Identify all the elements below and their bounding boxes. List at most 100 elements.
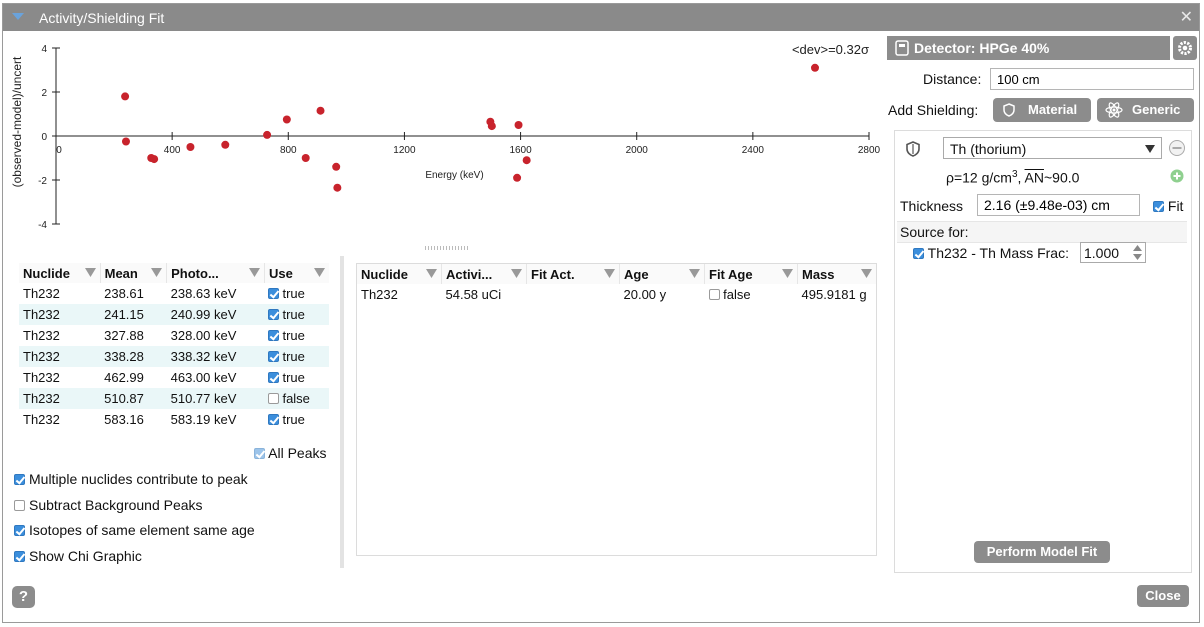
atom-icon [1105,102,1123,118]
use-checkbox[interactable] [268,414,280,425]
mean-cell: 462.99 [104,370,144,385]
fit-age-checkbox[interactable] [708,289,720,300]
close-button[interactable]: Close [1137,585,1189,607]
sort-icon [604,269,615,278]
nuclide-table: Nuclide Activi... Fit Act. Age [357,264,876,305]
sort-icon [426,269,437,278]
fit-activity-cell[interactable] [527,284,620,305]
column-header-nuclide[interactable]: Nuclide [357,264,442,284]
column-header-use[interactable]: Use [264,263,329,283]
window-close-icon[interactable]: ✕ [1179,9,1193,26]
chart-splitter-grip[interactable] [425,246,469,250]
option-label: Show Chi Graphic [29,548,142,564]
option-3[interactable]: Isotopes of same element same age [14,522,255,538]
use-cell[interactable]: true [264,283,329,304]
data-point [810,63,819,72]
x-tick-label: 2800 [858,145,881,156]
mean-cell: 583.16 [104,412,144,427]
option-checkbox[interactable] [14,474,25,485]
table-row[interactable]: Th232 583.16 583.19 keV true [19,409,329,430]
column-header-nuclide[interactable]: Nuclide [19,263,101,283]
option-1[interactable]: Multiple nuclides contribute to peak [14,471,248,487]
window-menu-icon[interactable] [11,10,25,24]
age-cell[interactable]: 20.00 y [623,287,667,302]
use-checkbox[interactable] [268,288,280,299]
use-cell[interactable]: true [264,325,329,346]
source-checkbox[interactable] [913,248,924,259]
option-checkbox[interactable] [14,551,25,562]
data-point [333,183,342,192]
y-axis-label: (observed-model)/uncert [10,56,24,187]
photopeak-cell: 238.63 keV [170,286,237,301]
option-label: Isotopes of same element same age [29,522,255,538]
perform-model-fit-button[interactable]: Perform Model Fit [974,541,1110,563]
sort-icon [782,269,793,278]
source-row[interactable]: Th232 - Th Mass Frac: [913,245,1069,261]
use-checkbox[interactable] [268,309,280,320]
all-peaks-label: All Peaks [268,445,327,461]
add-material-shielding-button[interactable]: Material [993,98,1091,122]
use-label: true [282,286,305,301]
column-header-mean[interactable]: Mean [100,263,168,283]
column-header-photopeak[interactable]: Photo... [166,263,265,283]
use-cell[interactable]: false [264,388,329,409]
use-checkbox[interactable] [268,351,280,362]
use-label: true [282,328,305,343]
material-select[interactable]: Th (thorium) [943,137,1162,159]
use-checkbox[interactable] [268,393,280,404]
chart-axes: -4 -2 0 2 4 0 400 800 1200 1600 2000 2400 2800 Energy… [10,42,881,231]
spinner-arrows-icon[interactable] [1133,245,1142,260]
option-checkbox[interactable] [14,500,25,511]
data-point [316,106,325,115]
data-point [513,173,522,182]
x-tick-label: 2000 [626,145,649,156]
option-4[interactable]: Show Chi Graphic [14,548,142,564]
nuclide-cell: Th232 [19,388,101,409]
thickness-input[interactable] [977,194,1140,216]
column-header-activity[interactable]: Activi... [441,264,527,284]
table-row[interactable]: Th232 241.15 240.99 keV true [19,304,329,325]
nuclide-cell: Th232 [361,287,398,302]
help-button[interactable]: ? [12,586,35,608]
activity-cell[interactable]: 54.58 uCi [445,287,502,302]
window-title: Activity/Shielding Fit [39,10,165,26]
remove-shielding-icon[interactable] [1168,139,1186,157]
title-bar[interactable]: Activity/Shielding Fit ✕ [3,4,1199,31]
table-row[interactable]: Th232 510.87 510.77 keV false [19,388,329,409]
mass-fraction-spinner[interactable]: 1.000 [1080,242,1146,263]
use-checkbox[interactable] [268,372,280,383]
table-row[interactable]: Th232 462.99 463.00 keV true [19,367,329,388]
column-header-fit-age[interactable]: Fit Age [704,264,798,284]
photopeak-cell: 338.32 keV [166,346,265,367]
add-generic-shielding-button[interactable]: Generic [1097,98,1194,122]
use-checkbox[interactable] [268,330,280,341]
use-cell[interactable]: true [264,304,329,325]
panel-divider[interactable] [340,256,344,568]
all-peaks-checkbox[interactable] [254,448,265,459]
all-peaks-toggle[interactable]: All Peaks [254,445,326,461]
use-cell[interactable]: true [264,409,329,430]
table-row[interactable]: Th232 54.58 uCi 20.00 y false 495.9181 g [357,284,876,305]
table-row[interactable]: Th232 238.61 238.63 keV true [19,283,329,304]
column-header-age[interactable]: Age [619,264,705,284]
use-label: true [282,349,305,364]
column-header-fit-activity[interactable]: Fit Act. [526,264,620,284]
use-cell[interactable]: true [264,367,329,388]
data-point [301,154,310,162]
distance-input[interactable] [990,68,1194,90]
table-row[interactable]: Th232 327.88 328.00 keV true [19,325,329,346]
column-header-mass[interactable]: Mass [798,264,877,284]
x-tick-label: 0 [56,145,62,156]
add-source-icon[interactable] [1170,169,1184,183]
option-checkbox[interactable] [14,525,25,536]
detector-settings-button[interactable] [1173,36,1197,60]
fit-age-cell[interactable]: false [705,284,798,305]
fit-thickness-toggle[interactable]: Fit [1153,198,1183,214]
table-row[interactable]: Th232 338.28 338.32 keV true [19,346,329,367]
x-tick-label: 1200 [393,145,416,156]
shield-icon [906,141,920,157]
use-cell[interactable]: true [264,346,329,367]
fit-thickness-checkbox[interactable] [1153,201,1164,212]
option-2[interactable]: Subtract Background Peaks [14,497,203,513]
option-label: Subtract Background Peaks [29,497,203,513]
